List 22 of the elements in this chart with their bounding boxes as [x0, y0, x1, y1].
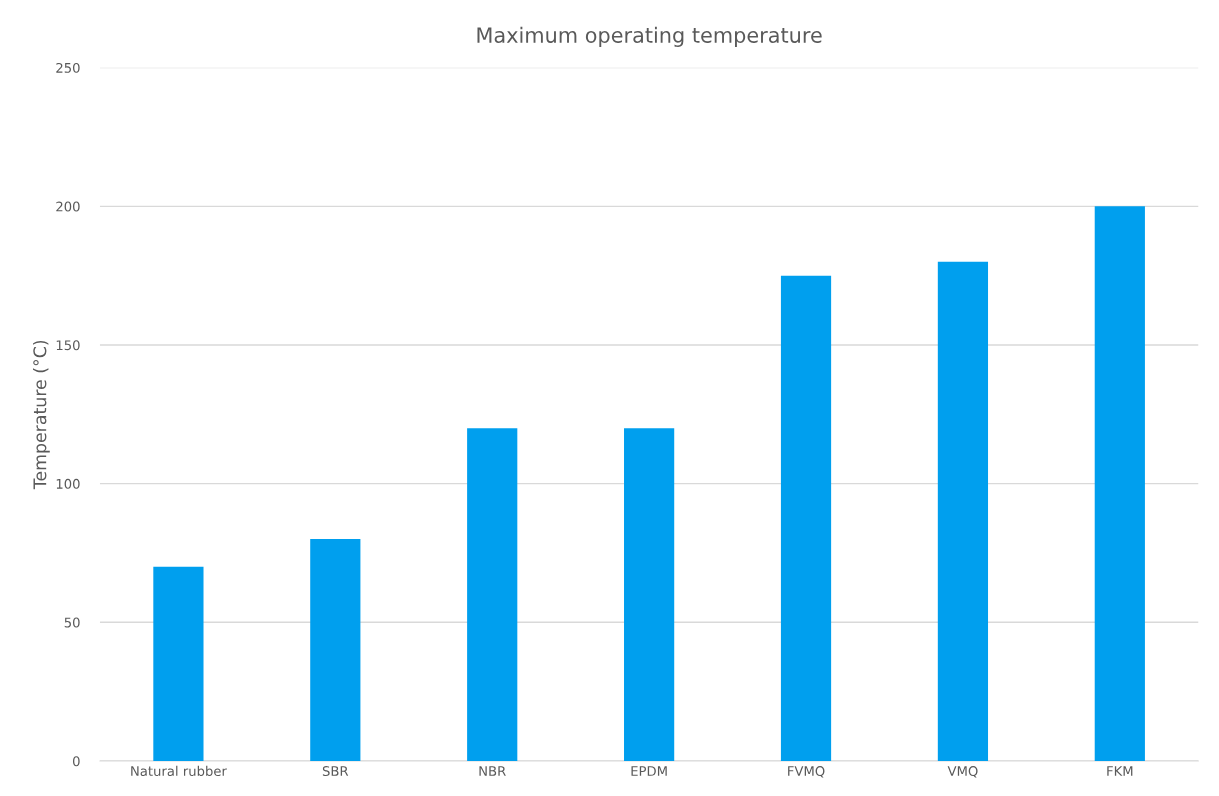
bar [1094, 206, 1145, 761]
y-axis-title: Temperature (°C) [32, 340, 50, 490]
y-tick-label: 150 [56, 340, 80, 351]
x-tick-label: SBR [322, 766, 349, 777]
bar [467, 428, 518, 761]
bar [310, 539, 361, 761]
x-tick-label: VMQ [947, 766, 978, 778]
x-tick-label: FVMQ [788, 766, 825, 778]
x-tick-label: EPDM [631, 766, 667, 776]
bar [937, 261, 989, 761]
bar [153, 566, 204, 761]
y-tick-label: 0 [72, 756, 80, 767]
chart-title: Maximum operating temperature [477, 26, 822, 47]
x-tick-label: FKM [1107, 766, 1133, 776]
x-tick-label: NBR [479, 766, 506, 776]
y-tick-label: 50 [64, 617, 80, 628]
y-tick-label: 100 [56, 478, 80, 489]
bar [624, 428, 675, 761]
bar [780, 275, 832, 761]
y-tick-label: 200 [56, 201, 80, 212]
y-tick-label: 250 [56, 62, 80, 73]
x-tick-label: Natural rubber [131, 765, 227, 777]
